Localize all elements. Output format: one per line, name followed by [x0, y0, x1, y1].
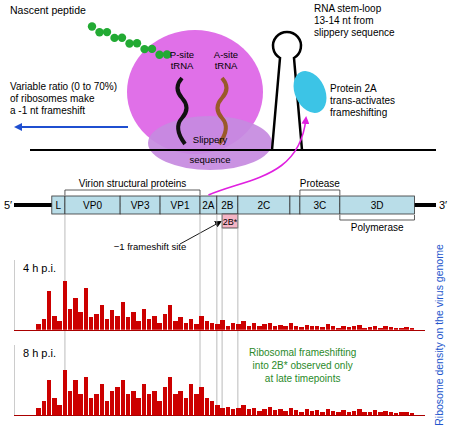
svg-text:3′: 3′: [439, 199, 447, 211]
svg-text:tRNA: tRNA: [171, 60, 194, 71]
svg-text:Ribosome density on the virus: Ribosome density on the virus genome: [433, 244, 445, 425]
svg-text:Protease: Protease: [300, 178, 340, 189]
svg-text:2A: 2A: [202, 200, 215, 211]
svg-text:a -1 nt frameshift: a -1 nt frameshift: [10, 105, 85, 116]
svg-text:trans-activates: trans-activates: [330, 95, 395, 106]
svg-text:VP3: VP3: [131, 200, 150, 211]
svg-text:Nascent peptide: Nascent peptide: [10, 4, 86, 16]
svg-text:A-site: A-site: [214, 49, 238, 60]
svg-text:Virion structural proteins: Virion structural proteins: [79, 178, 187, 189]
svg-text:Variable ratio (0 to 70%): Variable ratio (0 to 70%): [10, 81, 117, 92]
svg-text:frameshifting: frameshifting: [330, 107, 387, 118]
svg-text:Polymerase: Polymerase: [351, 222, 404, 233]
svg-text:sequence: sequence: [189, 154, 230, 165]
svg-text:VP1: VP1: [171, 200, 190, 211]
svg-text:slippery sequence: slippery sequence: [314, 27, 395, 38]
svg-text:RNA stem-loop: RNA stem-loop: [314, 3, 382, 14]
svg-text:2C: 2C: [257, 200, 270, 211]
svg-text:3C: 3C: [313, 200, 326, 211]
svg-text:8 h p.i.: 8 h p.i.: [23, 347, 56, 359]
svg-text:2B: 2B: [221, 200, 234, 211]
svg-text:13-14 nt from: 13-14 nt from: [314, 15, 373, 26]
svg-text:Ribosomal frameshiftinginto 2B: Ribosomal frameshiftinginto 2B* observed…: [249, 347, 356, 384]
svg-text:5′: 5′: [4, 199, 12, 211]
svg-text:−1 frameshift site: −1 frameshift site: [114, 241, 187, 252]
svg-text:2B*: 2B*: [223, 217, 238, 227]
svg-text:L: L: [56, 200, 62, 211]
svg-text:of ribosomes make: of ribosomes make: [10, 93, 95, 104]
svg-text:4 h p.i.: 4 h p.i.: [23, 262, 56, 274]
svg-text:tRNA: tRNA: [215, 60, 238, 71]
svg-text:Protein 2A: Protein 2A: [330, 83, 377, 94]
svg-text:P-site: P-site: [170, 49, 194, 60]
svg-text:VP0: VP0: [83, 200, 102, 211]
svg-text:Slippery: Slippery: [193, 134, 228, 145]
svg-text:3D: 3D: [371, 200, 384, 211]
